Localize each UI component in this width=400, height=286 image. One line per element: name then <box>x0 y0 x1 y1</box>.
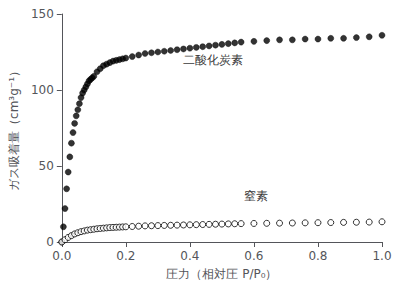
svg-text:0.0: 0.0 <box>52 249 71 263</box>
svg-text:ガス吸着量（cm³g⁻¹）: ガス吸着量（cm³g⁻¹） <box>7 65 21 191</box>
svg-text:150: 150 <box>31 7 54 21</box>
svg-text:圧力（相対圧 P/P₀）: 圧力（相対圧 P/P₀） <box>166 267 277 281</box>
svg-text:1.0: 1.0 <box>372 249 391 263</box>
svg-text:0.4: 0.4 <box>180 249 199 263</box>
svg-text:0.6: 0.6 <box>244 249 263 263</box>
svg-text:窒素: 窒素 <box>244 189 268 203</box>
svg-text:二酸化炭素: 二酸化炭素 <box>183 53 243 67</box>
svg-text:0: 0 <box>46 235 54 249</box>
svg-text:100: 100 <box>31 83 54 97</box>
svg-text:0.8: 0.8 <box>308 249 327 263</box>
svg-text:0.2: 0.2 <box>116 249 135 263</box>
svg-text:50: 50 <box>39 159 54 173</box>
